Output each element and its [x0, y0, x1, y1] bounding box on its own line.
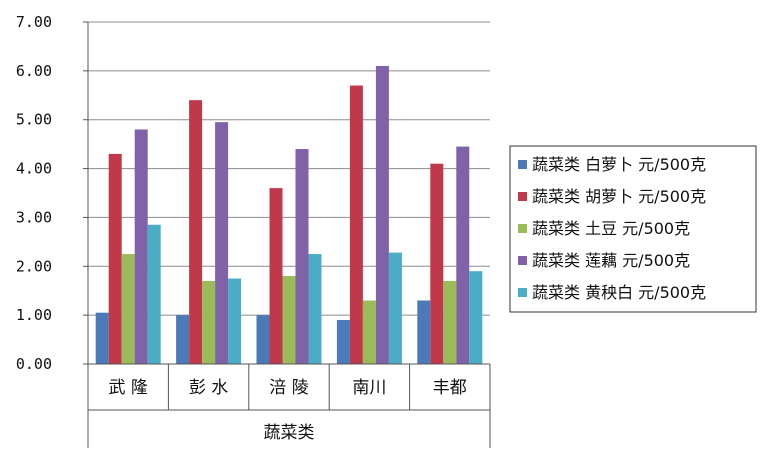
bar	[269, 188, 283, 364]
y-tick-label: 0.00	[16, 355, 52, 373]
y-tick-label: 4.00	[16, 160, 52, 178]
bar	[134, 129, 148, 364]
bar	[417, 300, 431, 364]
legend-swatch	[518, 160, 527, 169]
x-tick-label: 武 隆	[108, 378, 147, 398]
bar	[215, 122, 229, 365]
bars	[95, 65, 483, 365]
bar	[349, 85, 363, 364]
y-tick-label: 7.00	[16, 13, 52, 31]
category-group-label: 蔬菜类	[264, 423, 315, 443]
bar	[375, 65, 389, 364]
bar	[469, 271, 483, 364]
bar	[308, 254, 322, 364]
legend-swatch	[518, 192, 527, 201]
bar	[282, 276, 296, 364]
bar	[228, 278, 242, 364]
legend-swatch	[518, 224, 527, 233]
bar	[456, 146, 470, 364]
bar	[95, 312, 109, 364]
y-axis-ticks: 0.00 1.00 2.00 3.00 4.00 5.00 6.00 7.00	[16, 13, 88, 373]
legend-label: 蔬菜类 白萝卜 元/500克	[532, 155, 706, 174]
legend-label: 蔬菜类 土豆 元/500克	[532, 219, 690, 238]
y-tick-label: 5.00	[16, 111, 52, 129]
bar	[256, 315, 270, 364]
bar	[388, 252, 402, 364]
bar	[147, 224, 161, 364]
legend-swatch	[518, 256, 527, 265]
bar	[295, 149, 309, 364]
bar	[362, 300, 376, 364]
bar	[108, 153, 122, 364]
bar	[430, 163, 444, 364]
bar	[443, 280, 457, 364]
legend-label: 蔬菜类 黄秧白 元/500克	[532, 283, 706, 302]
x-tick-label: 彭 水	[189, 378, 228, 398]
y-tick-label: 3.00	[16, 208, 52, 226]
bar	[189, 100, 203, 365]
bar	[336, 320, 350, 364]
bar	[121, 254, 135, 364]
x-tick-label: 涪 陵	[269, 378, 308, 398]
legend-swatch	[518, 288, 527, 297]
x-tick-label: 丰都	[433, 378, 467, 398]
x-tick-label: 南川	[352, 378, 386, 398]
legend-label: 蔬菜类 胡萝卜 元/500克	[532, 187, 706, 206]
legend-box	[509, 145, 757, 313]
y-tick-label: 2.00	[16, 257, 52, 275]
legend-label: 蔬菜类 莲藕 元/500克	[532, 251, 690, 270]
y-tick-label: 1.00	[16, 306, 52, 324]
bar	[202, 280, 216, 364]
bar	[176, 315, 190, 364]
y-tick-label: 6.00	[16, 62, 52, 80]
